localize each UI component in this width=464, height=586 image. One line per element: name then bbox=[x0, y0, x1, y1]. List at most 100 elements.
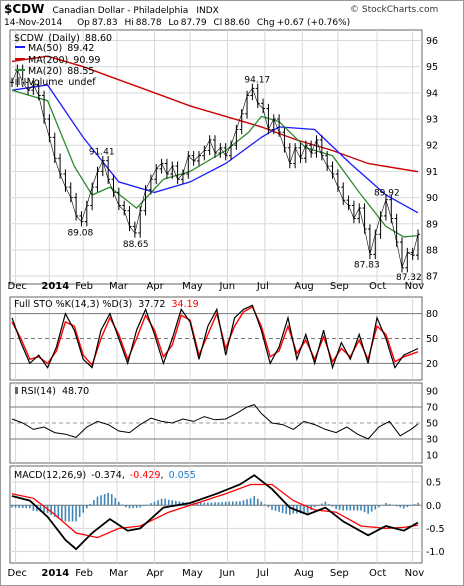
macd-histogram-bar bbox=[207, 502, 209, 506]
axis-layer: 96 95 94 93 92 91 90 89 88 87 80 50 20 90 70 50 30 10 0.5 0… bbox=[8, 36, 445, 579]
macd-histogram-bar bbox=[114, 497, 117, 506]
macd-histogram-bar bbox=[303, 505, 305, 514]
price-month-label: Feb bbox=[75, 281, 93, 292]
macd-histogram-bar bbox=[242, 500, 245, 506]
macd-histogram-bar bbox=[118, 501, 120, 506]
rsi-tick-label: 50 bbox=[426, 419, 438, 430]
macd-histogram-bar bbox=[342, 505, 345, 511]
macd-histogram-bar bbox=[157, 500, 159, 506]
ma200-legend: MA(200) 90.99 bbox=[28, 55, 100, 66]
macd-histogram-bar bbox=[178, 501, 181, 506]
macd-histogram-bar bbox=[171, 500, 174, 506]
macd-histogram-bar bbox=[228, 501, 231, 506]
bottom-month-label: 2014 bbox=[41, 568, 69, 579]
macd-histogram-bar bbox=[53, 505, 56, 517]
macd-histogram-bar bbox=[338, 505, 341, 510]
stochastic-tick-label: 50 bbox=[426, 334, 438, 345]
macd-histogram-bar bbox=[256, 498, 259, 506]
macd-histogram-bar bbox=[93, 500, 95, 506]
macd-histogram-bar bbox=[378, 505, 380, 508]
macd-histogram-bar bbox=[175, 500, 177, 506]
macd-legend: MACD(12,26,9) -0.374, -0.429, 0.055 bbox=[14, 470, 196, 481]
price-tick-label: 87 bbox=[426, 272, 438, 283]
macd-histogram-bar bbox=[142, 505, 145, 507]
macd-histogram-bar bbox=[399, 505, 401, 508]
price-annotation: 89.08 bbox=[67, 229, 93, 239]
macd-histogram-bar bbox=[224, 501, 227, 506]
macd-histogram-bar bbox=[164, 498, 166, 506]
price-month-label: Sep bbox=[330, 281, 349, 292]
bottom-month-label: May bbox=[182, 568, 203, 579]
volume-legend: Volume undef bbox=[28, 77, 96, 88]
macd-histogram-bar bbox=[260, 501, 263, 506]
macd-histogram-bar bbox=[249, 498, 252, 506]
macd-histogram-bar bbox=[210, 502, 213, 506]
macd-histogram-bar bbox=[317, 505, 320, 506]
macd-histogram-bar bbox=[278, 505, 280, 512]
price-month-label: Jun bbox=[218, 281, 235, 292]
bottom-month-label: Sep bbox=[330, 568, 349, 579]
rsi-tick-label: 70 bbox=[426, 403, 438, 414]
price-tick-label: 96 bbox=[426, 36, 438, 47]
macd-histogram-bar bbox=[100, 495, 102, 506]
macd-histogram-bar bbox=[203, 502, 206, 506]
stochastic-tick-label: 20 bbox=[426, 359, 438, 370]
macd-histogram-bar bbox=[160, 498, 163, 506]
macd-histogram-bar bbox=[146, 504, 149, 506]
ma20-legend: MA(20) 88.55 bbox=[28, 66, 94, 77]
price-month-label: 2014 bbox=[41, 281, 69, 292]
price-annotation: 89.92 bbox=[374, 189, 400, 199]
macd-histogram-bar bbox=[413, 504, 416, 506]
stochastic-d-line bbox=[11, 306, 419, 367]
macd-histogram-bar bbox=[71, 505, 74, 522]
bottom-month-label: Aug bbox=[294, 568, 314, 579]
stochastic-k-line bbox=[11, 304, 419, 370]
price-month-label: Mar bbox=[109, 281, 129, 292]
macd-histogram-bar bbox=[125, 505, 127, 508]
ma50-line bbox=[11, 84, 419, 214]
macd-histogram-bar bbox=[199, 502, 202, 506]
price-month-label: Apr bbox=[146, 281, 164, 292]
price-close-line bbox=[11, 68, 419, 269]
macd-histogram-bar bbox=[274, 505, 277, 511]
chart-header: $CDW Canadian Dollar - Philadelphia INDX… bbox=[4, 2, 438, 28]
macd-histogram-bar bbox=[132, 505, 134, 509]
macd-histogram-bar bbox=[68, 505, 70, 522]
macd-line bbox=[11, 474, 419, 551]
macd-signal-line bbox=[11, 483, 419, 539]
price-annotation: 88.65 bbox=[123, 240, 149, 250]
macd-histogram-bar bbox=[235, 501, 238, 506]
rsi-legend-text: RSI(14) 48.70 bbox=[21, 386, 89, 397]
macd-histogram-bar bbox=[253, 496, 255, 506]
macd-histogram-bar bbox=[96, 496, 99, 506]
stochastic-tick-label: 80 bbox=[426, 309, 438, 320]
macd-histogram-bar bbox=[196, 502, 198, 506]
price-month-label: Jul bbox=[256, 281, 269, 292]
rsi-tick-label: 90 bbox=[426, 387, 438, 398]
macd-histogram-bar bbox=[281, 505, 284, 513]
macd-histogram-bar bbox=[85, 505, 88, 509]
macd-histogram-bar bbox=[110, 494, 113, 506]
price-tick-label: 92 bbox=[426, 141, 438, 152]
macd-histogram-bar bbox=[11, 505, 13, 508]
macd-histogram-bar bbox=[78, 505, 81, 518]
price-annotation: 87.83 bbox=[354, 260, 380, 270]
macd-tick-label: 0.5 bbox=[426, 478, 441, 489]
macd-histogram-bar bbox=[32, 505, 35, 511]
macd-histogram-bar bbox=[239, 501, 241, 506]
macd-histogram-bar bbox=[363, 505, 366, 513]
macd-histogram-bar bbox=[135, 505, 138, 508]
macd-histogram-bar bbox=[64, 505, 67, 522]
price-tick-label: 94 bbox=[426, 88, 438, 99]
macd-histogram-bar bbox=[18, 505, 20, 508]
macd-histogram-bar bbox=[264, 504, 266, 506]
macd-histogram-bar bbox=[395, 505, 398, 507]
macd-histogram-bar bbox=[296, 505, 298, 514]
bottom-month-label: Feb bbox=[75, 568, 93, 579]
bottom-month-label: Jun bbox=[218, 568, 235, 579]
rsi-tick-label: 30 bbox=[426, 435, 438, 446]
macd-histogram-bar bbox=[367, 505, 369, 514]
macd-histogram-bar bbox=[103, 494, 106, 506]
macd-tick-label: -0.5 bbox=[426, 524, 445, 535]
